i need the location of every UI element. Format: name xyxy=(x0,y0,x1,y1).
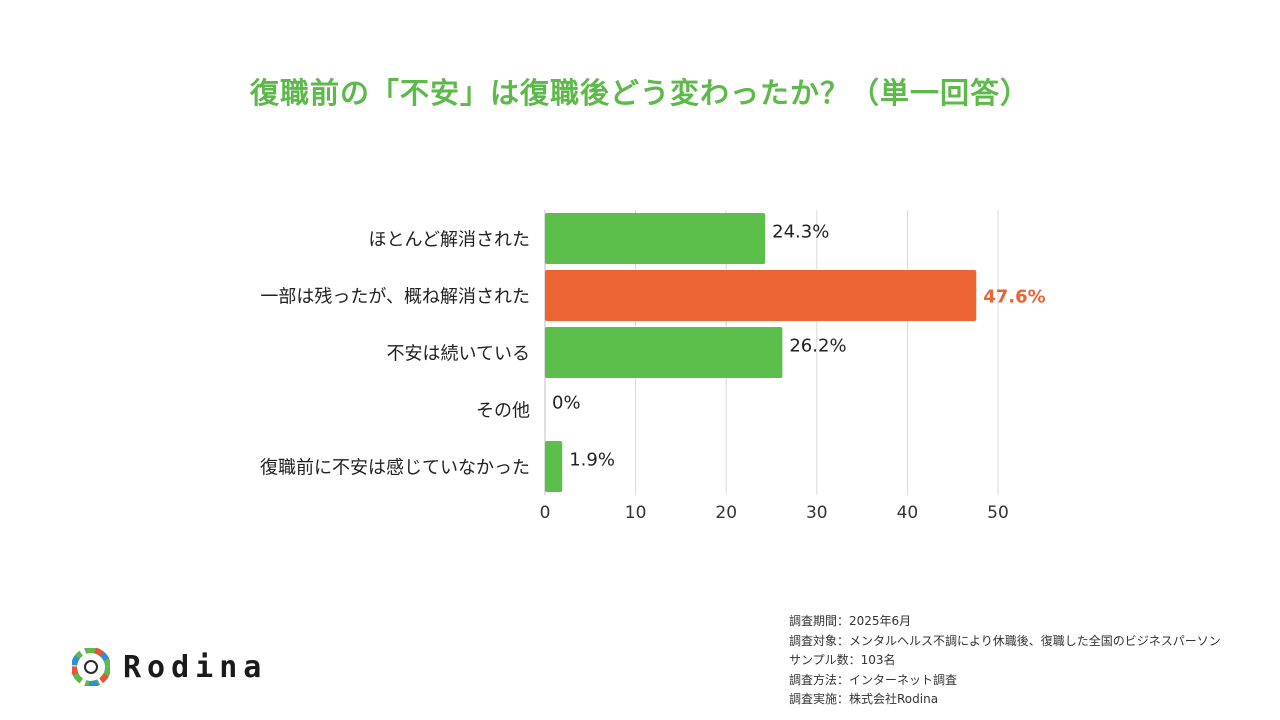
note-target: 調査対象：メンタルヘルス不調により休職後、復職した全国のビジネスパーソン xyxy=(789,633,1221,648)
survey-notes: 調査期間：2025年6月 調査対象：メンタルヘルス不調により休職後、復職した全国… xyxy=(789,612,1269,710)
note-method: 調査方法：インターネット調査 xyxy=(789,672,958,687)
x-tick-label: 0 xyxy=(540,503,551,523)
x-tick-label: 20 xyxy=(715,503,737,523)
category-label: 復職前に不安は感じていなかった xyxy=(260,458,530,479)
x-tick-label: 50 xyxy=(987,503,1009,523)
bar xyxy=(545,270,977,321)
value-label: 24.3% xyxy=(772,222,829,243)
x-tick-label: 40 xyxy=(897,503,919,523)
category-label: ほとんど解消された xyxy=(369,230,530,251)
bar xyxy=(545,327,783,378)
bar xyxy=(545,213,766,264)
logo-text: Rodina xyxy=(123,649,268,685)
value-label: 47.6% xyxy=(983,287,1045,308)
category-label: その他 xyxy=(476,401,530,422)
rodina-logo-icon xyxy=(72,648,110,686)
note-company: 調査実施：株式会社Rodina xyxy=(789,692,939,706)
value-label: 1.9% xyxy=(569,450,615,471)
chart-title: 復職前の「不安」は復職後どう変わったか？（単一回答） xyxy=(249,76,1030,110)
value-label: 26.2% xyxy=(789,336,846,357)
x-tick-label: 10 xyxy=(625,503,647,523)
note-period: 調査期間：2025年6月 xyxy=(789,614,912,628)
note-sample: サンプル数：103名 xyxy=(789,653,896,667)
category-label: 不安は続いている xyxy=(387,344,530,365)
value-label: 0% xyxy=(552,393,581,414)
x-tick-label: 30 xyxy=(806,503,828,523)
rodina-logo: Rodina xyxy=(72,646,267,688)
category-label: 一部は残ったが、概ね解消された xyxy=(260,287,530,308)
bar xyxy=(545,441,563,492)
